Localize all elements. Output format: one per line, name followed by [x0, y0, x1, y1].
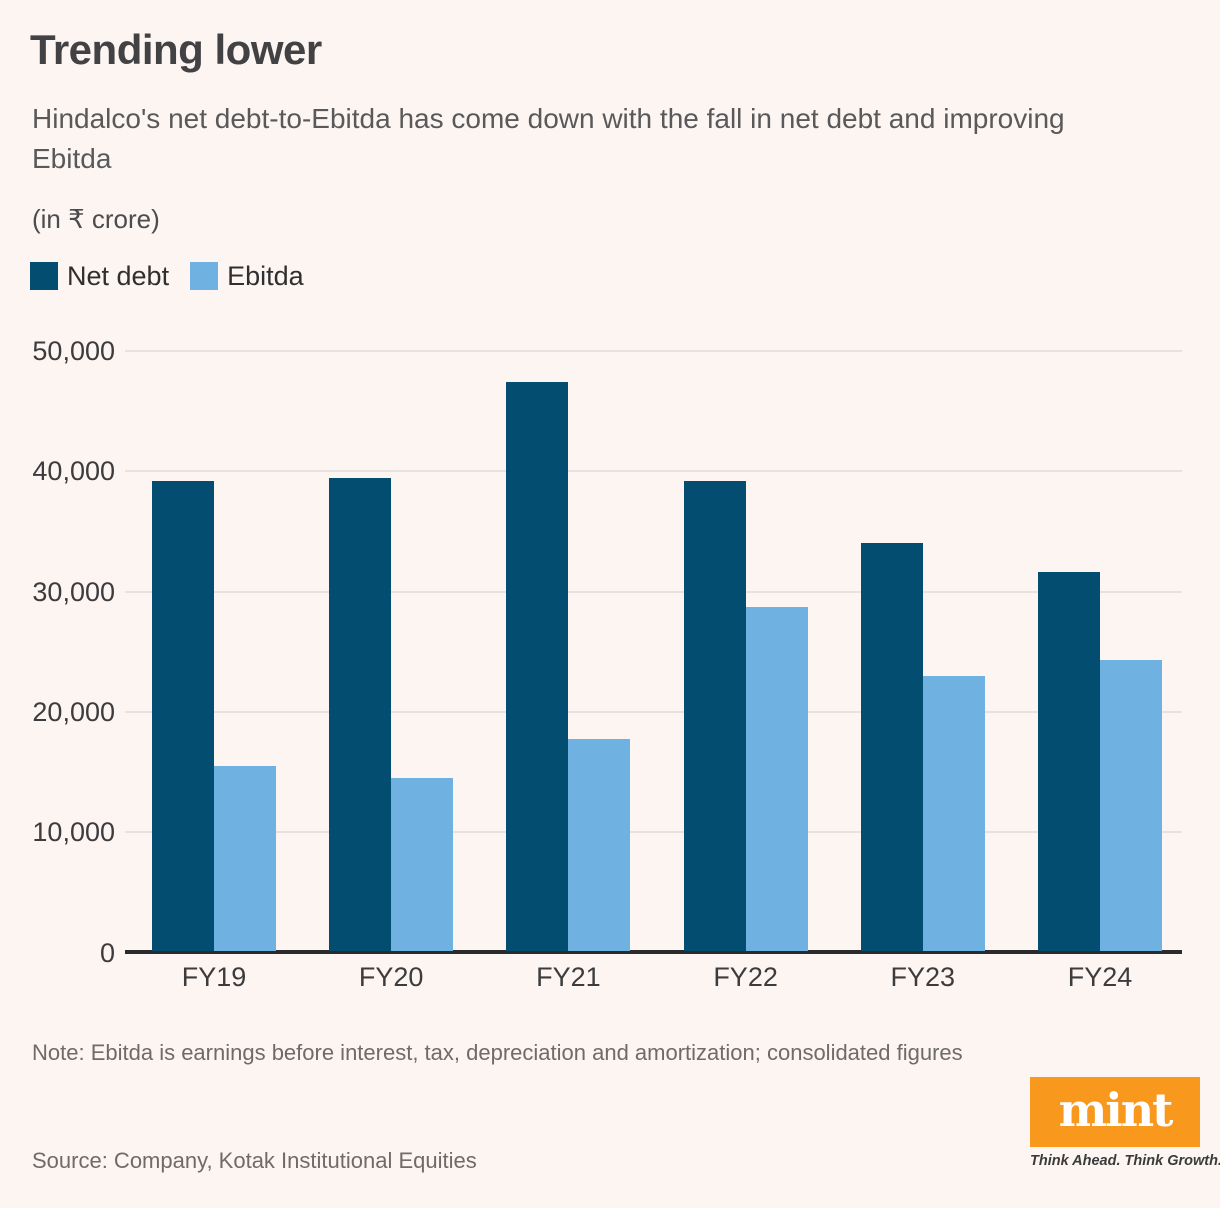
x-tick-label-fy23: FY23 [890, 962, 956, 992]
bar-ebitda-fy23 [922, 675, 985, 951]
y-tick-label: 50,000 [32, 336, 115, 366]
x-tick-label-fy22: FY22 [713, 962, 778, 992]
y-tick-label: 40,000 [32, 456, 115, 487]
bar-net-debt-fy21 [506, 381, 569, 951]
chart-subtitle: Hindalco's net debt-to-Ebitda has come d… [32, 99, 1065, 179]
bar-ebitda-fy24 [1100, 659, 1162, 951]
x-tick-label-fy24: FY24 [1067, 962, 1133, 992]
mint-logo: mint [1030, 1077, 1200, 1147]
gridline-10000 [125, 831, 1182, 834]
subtitle-line-2: Ebitda [32, 143, 112, 174]
legend-swatch-ebitda [190, 262, 219, 290]
bar-net-debt-fy24 [1038, 572, 1100, 951]
bar-net-debt-fy19 [152, 480, 214, 951]
mint-wordmark: mint [1058, 1083, 1174, 1137]
legend-label-net-debt: Net debt [67, 260, 170, 291]
x-axis-line [125, 950, 1182, 954]
bar-ebitda-fy22 [745, 606, 808, 951]
chart-title: Trending lower [30, 26, 322, 73]
y-tick-label: 10,000 [32, 817, 115, 848]
gridline-30000 [125, 590, 1182, 593]
bar-net-debt-fy22 [683, 480, 746, 951]
gridline-20000 [125, 710, 1182, 713]
gridline-50000 [125, 350, 1182, 352]
subtitle-line-1: Hindalco's net debt-to-Ebitda has come d… [32, 103, 1065, 134]
legend-label-ebitda: Ebitda [227, 260, 304, 291]
legend-swatch-net-debt [30, 262, 58, 290]
source-credit: Source: Company, Kotak Institutional Equ… [32, 1148, 477, 1173]
bar-net-debt-fy23 [860, 543, 923, 951]
footnote: Note: Ebitda is earnings before interest… [32, 1040, 963, 1065]
x-tick-label-fy21: FY21 [536, 962, 601, 992]
bar-ebitda-fy20 [391, 777, 454, 951]
mint-tagline: Think Ahead. Think Growth. [1030, 1153, 1220, 1169]
y-tick-label: 0 [99, 937, 115, 968]
x-tick-label-fy20: FY20 [358, 962, 424, 992]
gridline-40000 [125, 470, 1182, 473]
unit-label: (in ₹ crore) [32, 204, 160, 234]
bar-ebitda-fy21 [568, 739, 631, 951]
bar-net-debt-fy20 [329, 478, 392, 951]
y-tick-label: 30,000 [32, 576, 115, 607]
bar-ebitda-fy19 [214, 765, 276, 951]
chart-legend: Net debt Ebitda [30, 261, 325, 291]
x-tick-label-fy19: FY19 [181, 962, 247, 992]
y-tick-label: 20,000 [32, 696, 115, 727]
